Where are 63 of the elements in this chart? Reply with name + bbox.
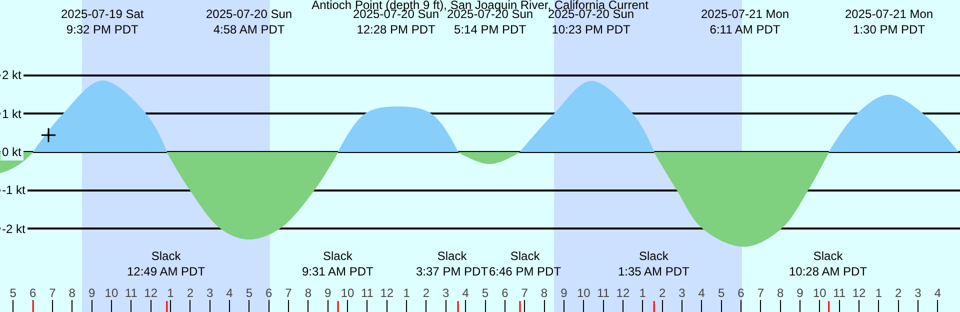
- annotation: 2025-07-19 Sat 9:32 PM PDT: [61, 7, 144, 37]
- x-tick-label: 12: [144, 286, 158, 300]
- x-tick-label: 3: [678, 286, 686, 300]
- y-tick-label: 0 kt: [2, 145, 22, 159]
- annotation: Slack 10:28 AM PDT: [789, 249, 868, 279]
- x-tick-label: 8: [776, 286, 784, 300]
- x-tick-label: 5: [718, 286, 725, 300]
- x-tick-label: 11: [360, 286, 374, 300]
- x-tick-label: 12: [616, 286, 630, 300]
- x-tick-label: 1: [639, 286, 646, 300]
- x-tick-label: 5: [10, 286, 17, 300]
- x-tick-label: 4: [462, 286, 470, 300]
- x-tick-label: 7: [285, 286, 292, 300]
- y-tick-label: 2 kt: [2, 68, 22, 82]
- x-tick-label: 6: [29, 286, 36, 300]
- x-tick-label: 4: [226, 286, 234, 300]
- x-tick-label: 10: [812, 286, 827, 300]
- x-tick-label: 9: [88, 286, 96, 300]
- x-tick-label: 4: [698, 286, 706, 300]
- x-tick-label: 12: [380, 286, 394, 300]
- x-tick-label: 10: [104, 286, 118, 300]
- x-tick-label: 6: [266, 286, 273, 300]
- x-tick-label: 5: [482, 286, 489, 300]
- x-tick-label: 11: [124, 286, 138, 300]
- x-tick-label: 2: [658, 286, 666, 300]
- x-tick-label: 1: [875, 286, 882, 300]
- x-tick-label: 3: [442, 286, 450, 300]
- x-tick-label: 8: [540, 286, 548, 300]
- x-tick-label: 5: [246, 286, 253, 300]
- x-tick-label: 8: [68, 286, 76, 300]
- y-tick-label: -2 kt: [2, 222, 26, 236]
- x-tick-label: 1: [403, 286, 410, 300]
- x-tick-label: 2: [186, 286, 194, 300]
- x-tick-label: 1: [167, 286, 174, 300]
- x-tick-label: 7: [49, 286, 56, 300]
- annotation: Slack 1:35 AM PDT: [618, 249, 690, 279]
- annotation: Slack 9:31 AM PDT: [302, 249, 374, 279]
- x-tick-label: 3: [206, 286, 214, 300]
- x-tick-label: 2: [895, 286, 902, 300]
- x-tick-label: 6: [502, 286, 509, 300]
- x-tick-label: 6: [738, 286, 745, 300]
- x-tick-label: 7: [757, 286, 764, 300]
- x-tick-label: 4: [934, 286, 942, 300]
- annotation: 2025-07-20 Sun 4:58 AM PDT: [206, 7, 292, 37]
- x-tick-label: 9: [324, 286, 332, 300]
- x-tick-label: 9: [796, 286, 804, 300]
- y-tick-label: -1 kt: [2, 183, 26, 197]
- x-tick-label: 12: [852, 286, 866, 300]
- x-tick-label: 11: [833, 286, 846, 300]
- x-tick-label: 9: [560, 286, 568, 300]
- annotation: 2025-07-21 Mon 6:11 AM PDT: [701, 7, 790, 37]
- x-tick-label: 10: [576, 286, 591, 300]
- x-tick-label: 3: [914, 286, 922, 300]
- x-tick-label: 7: [521, 286, 528, 300]
- annotation: Slack 12:49 AM PDT: [127, 249, 206, 279]
- annotation: 2025-07-21 Mon 1:30 PM PDT: [845, 7, 934, 37]
- annotation: Slack 6:46 PM PDT: [489, 249, 562, 279]
- y-tick-label: 1 kt: [2, 107, 22, 121]
- x-tick-label: 11: [597, 286, 610, 300]
- x-tick-label: 8: [304, 286, 312, 300]
- x-tick-label: 2: [422, 286, 430, 300]
- annotation: Slack 3:37 PM PDT: [416, 249, 489, 279]
- x-tick-label: 10: [340, 286, 355, 300]
